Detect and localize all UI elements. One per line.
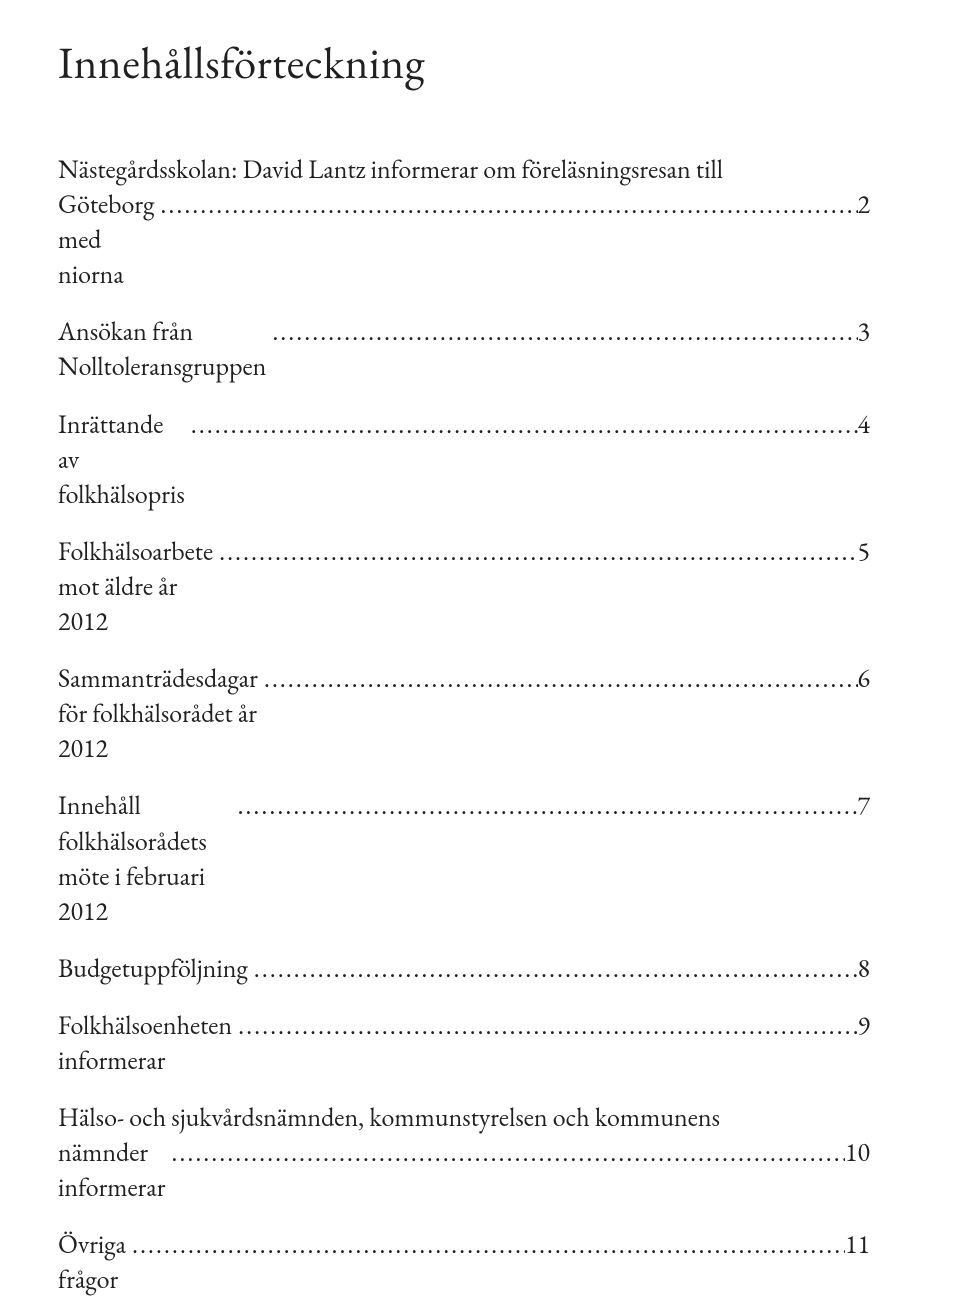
toc-page: Innehållsförteckning Nästegårdsskolan: D… — [0, 0, 960, 701]
toc-entry-label: Innehåll folkhälsorådets möte i februari… — [58, 788, 231, 928]
toc-entry: Folkhälsoenheten informerar.............… — [58, 1008, 870, 1078]
toc-entry: Inrättande av folkhälsopris.............… — [58, 407, 870, 512]
toc-leader-dots: ........................................… — [213, 534, 857, 569]
toc-entry: Budgetuppföljning.......................… — [58, 951, 870, 986]
toc-entry-row: nämnder informerar......................… — [58, 1135, 870, 1205]
toc-entry-page: 4 — [858, 407, 870, 442]
toc-entry-label: Nästegårdsskolan: David Lantz informerar… — [58, 152, 870, 187]
toc-entry-page: 7 — [858, 788, 870, 823]
toc-entry-label: Sammanträdesdagar för folkhälsorådet år … — [58, 661, 258, 766]
page-title: Innehållsförteckning — [58, 34, 870, 92]
toc-leader-dots: ........................................… — [232, 1008, 857, 1043]
toc-leader-dots: ........................................… — [165, 1135, 845, 1170]
toc-leader-dots: ........................................… — [266, 314, 857, 349]
toc-entry-row: Göteborg med niorna.....................… — [58, 187, 870, 292]
toc-entry-page: 9 — [858, 1008, 870, 1043]
toc-entry-page: 6 — [858, 661, 870, 696]
toc-entry: Hälso- och sjukvårdsnämnden, kommunstyre… — [58, 1100, 870, 1205]
toc-entry: Sammanträdesdagar för folkhälsorådet år … — [58, 661, 870, 766]
toc-entry-label: Budgetuppföljning — [58, 951, 248, 986]
toc-entry-label: Folkhälsoarbete mot äldre år 2012 — [58, 534, 213, 639]
toc-entry-label: Inrättande av folkhälsopris — [58, 407, 185, 512]
toc-entry-page: 2 — [858, 187, 870, 222]
toc-entry: Folkhälsoarbete mot äldre år 2012.......… — [58, 534, 870, 639]
toc-entry: Övriga frågor...........................… — [58, 1227, 870, 1297]
toc-entry-label: nämnder informerar — [58, 1135, 165, 1205]
toc-list: Nästegårdsskolan: David Lantz informerar… — [58, 152, 870, 1298]
toc-leader-dots: ........................................… — [185, 407, 858, 442]
toc-entry: Ansökan från Nolltoleransgruppen........… — [58, 314, 870, 384]
toc-entry-label: Hälso- och sjukvårdsnämnden, kommunstyre… — [58, 1100, 870, 1135]
toc-leader-dots: ........................................… — [126, 1227, 845, 1262]
toc-leader-dots: ........................................… — [231, 788, 857, 823]
toc-entry-page: 10 — [845, 1135, 870, 1170]
toc-leader-dots: ........................................… — [258, 661, 858, 696]
toc-entry: Innehåll folkhälsorådets möte i februari… — [58, 788, 870, 928]
toc-entry-label: Göteborg med niorna — [58, 187, 154, 292]
toc-entry: Nästegårdsskolan: David Lantz informerar… — [58, 152, 870, 292]
toc-entry-page: 3 — [858, 314, 870, 349]
toc-entry-page: 5 — [858, 534, 870, 569]
toc-leader-dots: ........................................… — [154, 187, 857, 222]
toc-entry-label: Folkhälsoenheten informerar — [58, 1008, 232, 1078]
toc-entry-label: Övriga frågor — [58, 1227, 126, 1297]
toc-leader-dots: ........................................… — [248, 951, 858, 986]
toc-entry-page: 8 — [858, 951, 870, 986]
toc-entry-label: Ansökan från Nolltoleransgruppen — [58, 314, 266, 384]
toc-entry-page: 11 — [845, 1227, 870, 1262]
